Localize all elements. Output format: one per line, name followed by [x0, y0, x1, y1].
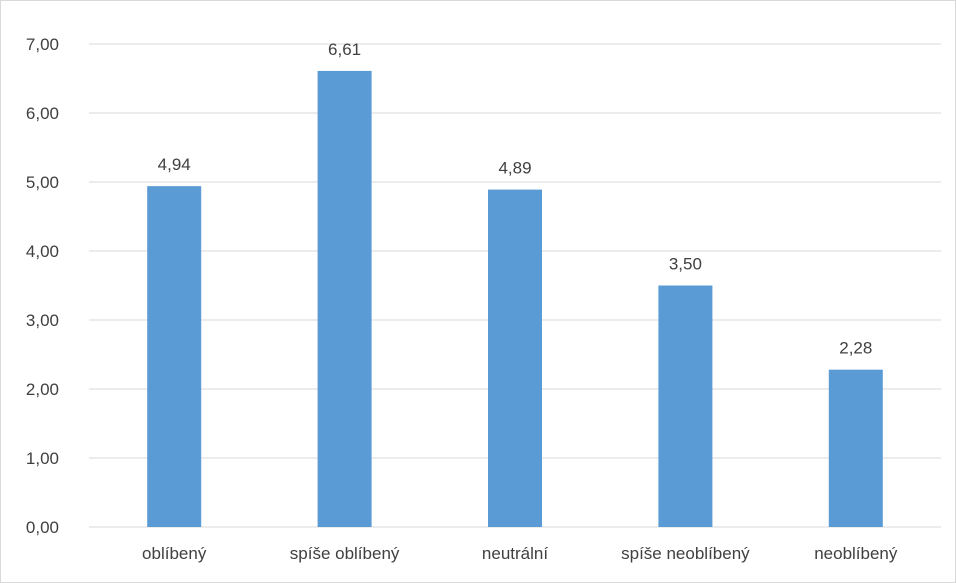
x-axis-categories: oblíbený spíše oblíbený neutrální spíše neo…	[142, 544, 898, 563]
y-tick-label: 4,00	[26, 242, 59, 261]
data-labels: 4,94 6,61 4,89 3,50 2,28	[158, 40, 873, 358]
bar-1	[147, 186, 202, 527]
y-tick-label: 1,00	[26, 449, 59, 468]
bar-5	[828, 369, 883, 527]
data-label: 4,89	[498, 159, 531, 178]
bar-2	[317, 70, 372, 527]
bar-4	[658, 285, 713, 527]
category-label: spíše oblíbený	[290, 544, 400, 563]
y-tick-label: 2,00	[26, 380, 59, 399]
y-axis-ticks: 0,00 1,00 2,00 3,00 4,00 5,00 6,00 7,00	[26, 35, 59, 537]
data-label: 2,28	[839, 339, 872, 358]
category-label: neoblíbený	[814, 544, 898, 563]
data-label: 4,94	[158, 155, 191, 174]
category-label: oblíbený	[142, 544, 207, 563]
y-tick-label: 5,00	[26, 173, 59, 192]
y-tick-label: 6,00	[26, 104, 59, 123]
y-tick-label: 3,00	[26, 311, 59, 330]
bar-3	[488, 189, 542, 527]
category-label: spíše neoblíbený	[621, 544, 750, 563]
category-label: neutrální	[482, 544, 548, 563]
y-tick-label: 7,00	[26, 35, 59, 54]
data-label: 6,61	[328, 40, 361, 59]
data-label: 3,50	[669, 255, 702, 274]
y-tick-label: 0,00	[26, 518, 59, 537]
bars	[147, 70, 883, 527]
